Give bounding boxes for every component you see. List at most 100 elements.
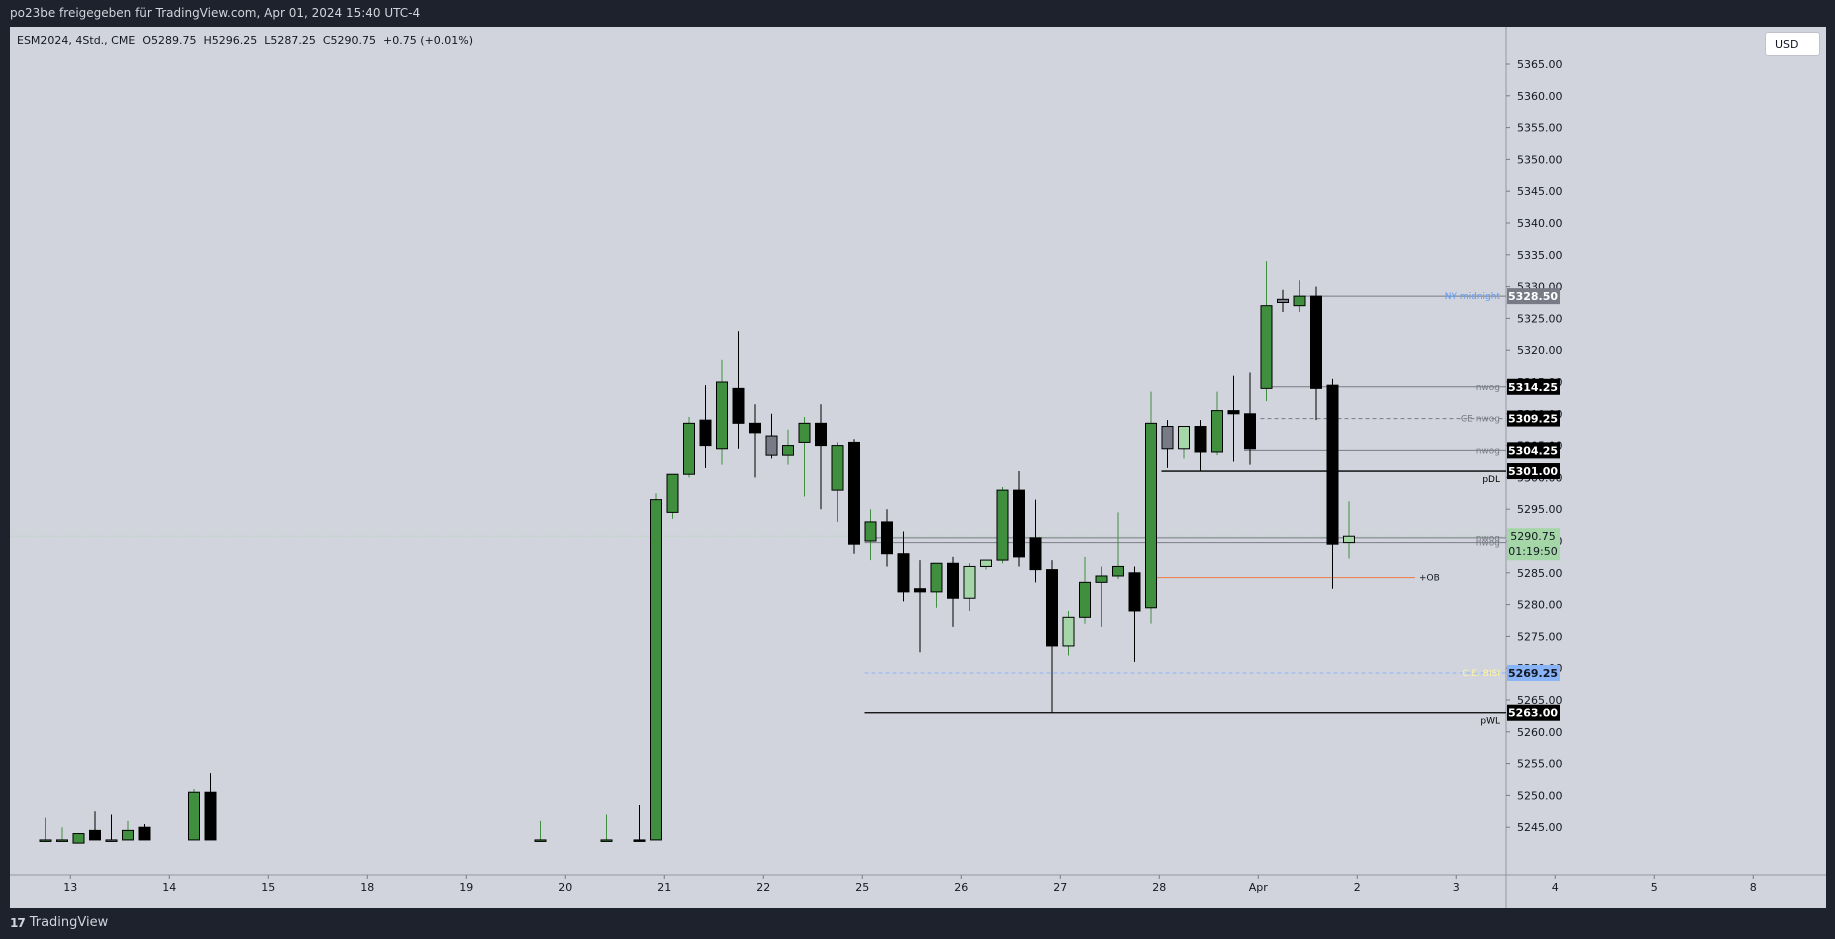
time-tick-label: 5 [1651,881,1658,894]
candle-body [1310,295,1322,389]
level-label: CE nwog [1461,415,1500,425]
candle-body [1211,410,1223,453]
candle [666,473,679,519]
candle-body [897,553,910,593]
price-badge [1507,442,1560,459]
candle-body [188,791,200,841]
price-badge [1507,288,1560,305]
level-label: nwog [1476,534,1500,544]
candle [1128,566,1141,662]
candle-body [1029,537,1042,571]
price-tick-label: 5365.00 [1517,58,1563,71]
level-label: C.E. BISI [1462,669,1500,679]
candle-body [996,489,1009,561]
candle-body [699,419,712,447]
candle-body [1046,569,1058,647]
candle-body [1343,535,1355,544]
candle-body [1293,295,1306,307]
candle-body [1326,384,1339,545]
time-tick-label: 27 [1053,881,1067,894]
close-value: C5290.75 [322,34,377,47]
candle [699,385,712,468]
grid [10,27,1826,908]
brand-name: TradingView [29,915,109,930]
time-tick-label: 22 [756,881,770,894]
candle-body [1244,413,1256,450]
candle [897,531,910,602]
candle [122,820,134,841]
price-tick-label: 5295.00 [1517,503,1563,516]
candle [1161,420,1174,468]
candle [1145,391,1157,624]
candle [881,509,893,567]
share-header: po23be freigegeben für TradingView.com, … [0,0,1835,27]
time-tick-label: 4 [1552,881,1559,894]
candle [798,416,811,497]
price-badge-label: 5301.00 [1508,465,1558,478]
time-tick-label: 28 [1152,881,1166,894]
symbol-name[interactable]: ESM2024, 4Std., CME [17,34,136,47]
candle [996,486,1009,564]
candle [716,359,728,465]
candle-body [600,839,613,842]
candle [815,404,827,510]
candle-body [930,562,943,593]
candle [732,331,745,449]
candle [749,404,761,478]
candle [89,811,101,841]
candle-body [122,829,134,841]
candle [1326,378,1339,589]
current-price-badge [1507,528,1560,561]
candle [39,817,52,842]
low-value: L5287.25 [264,34,316,47]
time-tick-label: 8 [1750,881,1757,894]
time-tick-label: 25 [855,881,869,894]
price-badges: 5328.50 5314.25 5309.25 5304.25 5301.00 5290.… [1507,288,1560,721]
candle-body [831,445,844,491]
candle-body [683,422,695,475]
candle-body [864,521,877,542]
candle [1227,375,1240,462]
candle-body [1079,581,1091,618]
price-tick-label: 5355.00 [1517,122,1563,135]
candle-body [1095,575,1108,583]
price-tick-label: 5360.00 [1517,90,1563,103]
candle [1029,499,1042,583]
candle-body [716,381,728,450]
price-tick-label: 5325.00 [1517,312,1563,325]
time-tick-label: 15 [261,881,275,894]
candle-body [947,562,959,599]
price-badge-label: 5309.25 [1508,413,1558,426]
candle [1293,280,1306,313]
candle-body [1128,572,1141,612]
time-tick-label: 2 [1354,881,1361,894]
candle-body [1112,565,1124,577]
tradingview-logo-icon: 17 [10,915,26,930]
price-tick-label: 5255.00 [1517,758,1563,771]
currency-button[interactable]: USD [1765,32,1820,56]
level-label: nwog [1476,383,1500,393]
symbol-legend: ESM2024, 4Std., CME O5289.75 H5296.25 L5… [17,34,473,47]
candle [980,559,992,570]
price-badge-label: 5263.00 [1508,707,1558,720]
candle-body [732,387,745,424]
candle [1244,372,1256,465]
price-badge [1507,463,1560,480]
candle-body [650,499,662,841]
candle [188,789,200,841]
chart-area[interactable]: NY midnight nwog CE nwog nwog pDL nwog nwog C.E… [10,27,1826,908]
time-tick-label: 26 [954,881,968,894]
current-price-label: 5290.75 [1510,530,1556,543]
candle-body [105,839,118,842]
candle [1178,426,1190,459]
open-value: O5289.75 [142,34,197,47]
brand[interactable]: 17 TradingView [10,915,108,930]
price-tick-label: 5260.00 [1517,726,1563,739]
price-tick-label: 5285.00 [1517,567,1563,580]
level-label: nwog [1476,446,1500,456]
candle [600,814,613,842]
price-tick-label: 5345.00 [1517,185,1563,198]
order-block-label: +OB [1419,574,1440,584]
candle-body [1277,298,1289,304]
